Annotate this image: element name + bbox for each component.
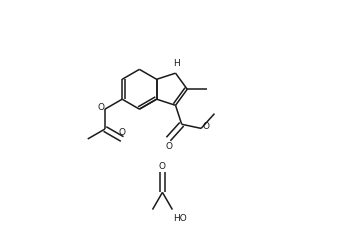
Text: O: O xyxy=(159,162,166,171)
Text: O: O xyxy=(119,128,126,137)
Text: O: O xyxy=(203,122,210,132)
Text: HO: HO xyxy=(173,214,187,223)
Text: O: O xyxy=(166,142,173,151)
Text: O: O xyxy=(97,103,104,112)
Text: H: H xyxy=(173,59,180,68)
